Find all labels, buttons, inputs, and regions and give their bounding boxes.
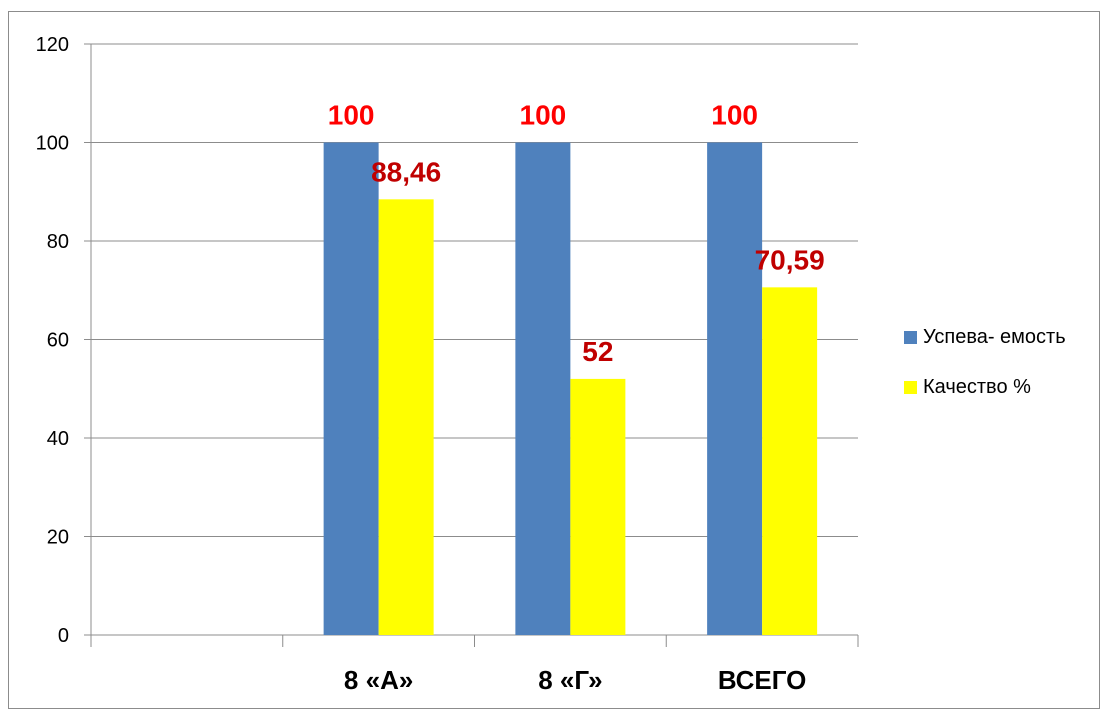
y-tick-label: 120 <box>36 34 69 56</box>
x-category-label: 8 «Г» <box>538 665 602 695</box>
legend-swatch <box>904 381 917 394</box>
data-label: 70,59 <box>755 244 825 275</box>
y-tick-label: 80 <box>47 231 69 253</box>
bar-kachestvo <box>762 287 818 635</box>
data-label: 100 <box>328 100 375 131</box>
x-category-label: 8 «А» <box>344 665 413 695</box>
data-labels: 100 100 100 88,46 52 70,59 <box>328 100 825 367</box>
y-tick-label: 20 <box>47 527 69 549</box>
y-tick-label: 60 <box>47 330 69 352</box>
data-label: 88,46 <box>371 156 441 187</box>
bar-uspevaemost <box>515 142 571 635</box>
x-category-label: ВСЕГО <box>718 665 807 695</box>
bars <box>323 142 818 635</box>
y-tick-label: 100 <box>36 133 69 155</box>
data-label: 52 <box>582 336 613 367</box>
axes: 0 20 40 60 80 100 120 8 «А» 8 «Г» ВСЕГО <box>36 34 859 695</box>
legend-label: Качество % <box>923 376 1031 398</box>
data-label: 100 <box>520 100 567 131</box>
legend: Успева- емость Качество % <box>904 326 1066 398</box>
data-label: 100 <box>711 100 758 131</box>
bar-uspevaemost <box>323 142 379 635</box>
y-tick-label: 0 <box>58 625 69 647</box>
legend-label: Успева- емость <box>923 326 1066 348</box>
bar-uspevaemost <box>707 142 763 635</box>
bar-kachestvo <box>378 199 434 635</box>
bar-kachestvo <box>570 378 626 635</box>
legend-swatch <box>904 331 917 344</box>
y-tick-label: 40 <box>47 428 69 450</box>
